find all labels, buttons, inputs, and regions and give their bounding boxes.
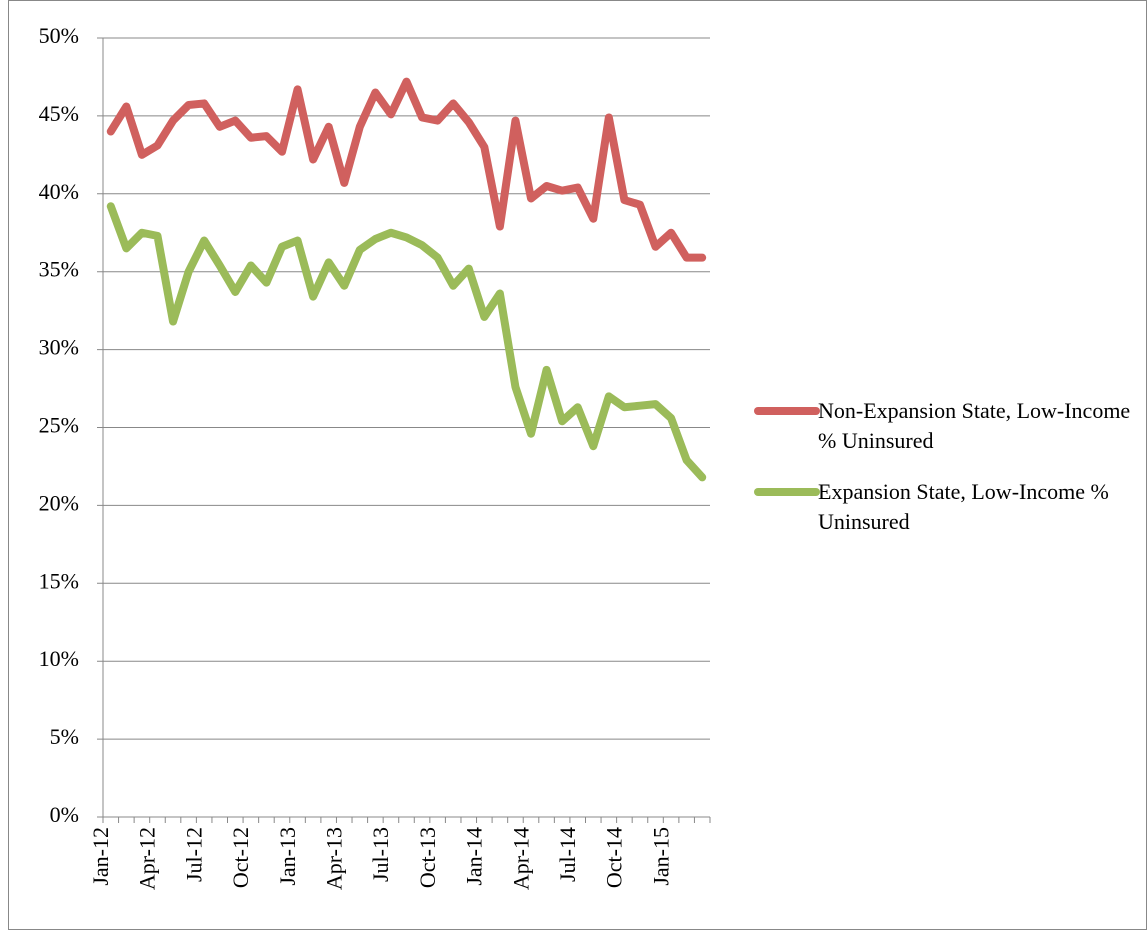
- x-tick-label: Jan-12: [88, 827, 113, 886]
- y-tick-label: 10%: [39, 646, 79, 671]
- y-tick-label: 40%: [39, 179, 79, 204]
- x-tick-label: Jul-14: [555, 827, 580, 882]
- x-tick-label: Jan-14: [462, 827, 487, 886]
- chart-border: [8, 0, 1147, 930]
- x-tick-label: Jul-12: [181, 827, 206, 882]
- y-tick-label: 0%: [50, 802, 79, 827]
- series-line: [106, 202, 707, 482]
- x-tick-label: Jan-15: [648, 827, 673, 886]
- x-tick-label: Jul-13: [368, 827, 393, 882]
- x-tick-label: Oct-12: [228, 827, 253, 888]
- x-tick-label: Oct-14: [602, 827, 627, 888]
- y-tick-label: 30%: [39, 335, 79, 360]
- y-tick-label: 20%: [39, 490, 79, 515]
- x-tick-label: Apr-12: [135, 827, 160, 890]
- x-tick-label: Oct-13: [415, 827, 440, 888]
- legend-label: Non-Expansion State, Low-Income % Uninsu…: [818, 398, 1131, 453]
- series-line: [106, 77, 707, 262]
- x-tick-label: Jan-13: [275, 827, 300, 886]
- x-tick-label: Apr-13: [322, 827, 347, 890]
- y-tick-label: 15%: [39, 568, 79, 593]
- y-tick-label: 25%: [39, 413, 79, 438]
- y-tick-label: 5%: [50, 724, 79, 749]
- y-tick-label: 35%: [39, 257, 79, 282]
- x-tick-label: Apr-14: [508, 827, 533, 890]
- y-tick-label: 45%: [39, 101, 79, 126]
- legend-label: Expansion State, Low-Income % Uninsured: [818, 479, 1109, 534]
- y-tick-label: 50%: [39, 23, 79, 48]
